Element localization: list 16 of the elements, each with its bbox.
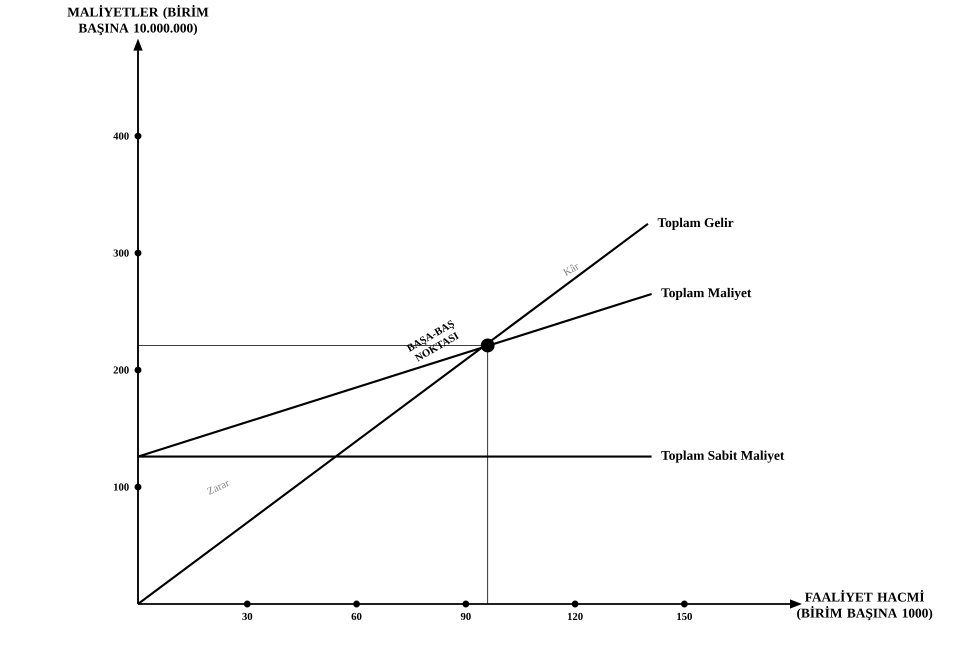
y-tick-label: 300 (114, 249, 129, 257)
annotation: Zarar (206, 480, 230, 495)
series-label: Toplam Gelir (658, 218, 734, 230)
x-tick-label: 90 (460, 612, 471, 620)
series-label: Toplam Sabit Maliyet (661, 450, 784, 463)
series-label: Toplam Maliyet (661, 288, 752, 300)
annotation: Kâr (562, 264, 579, 276)
x-tick-label: 150 (677, 612, 692, 620)
y-axis-title: MALİYETLER (BİRİM BAŞINA 10.000.000) (67, 5, 208, 36)
x-tick-label: 120 (568, 612, 583, 620)
y-tick-label: 400 (113, 132, 129, 140)
x-axis-title: FAALİYET HACMİ (BİRİM BAŞINA 1000) (797, 590, 932, 620)
y-tick-label: 200 (114, 366, 129, 374)
y-tick-label: 100 (114, 483, 129, 491)
x-tick-label: 60 (352, 612, 362, 620)
x-tick-label: 30 (242, 612, 252, 620)
